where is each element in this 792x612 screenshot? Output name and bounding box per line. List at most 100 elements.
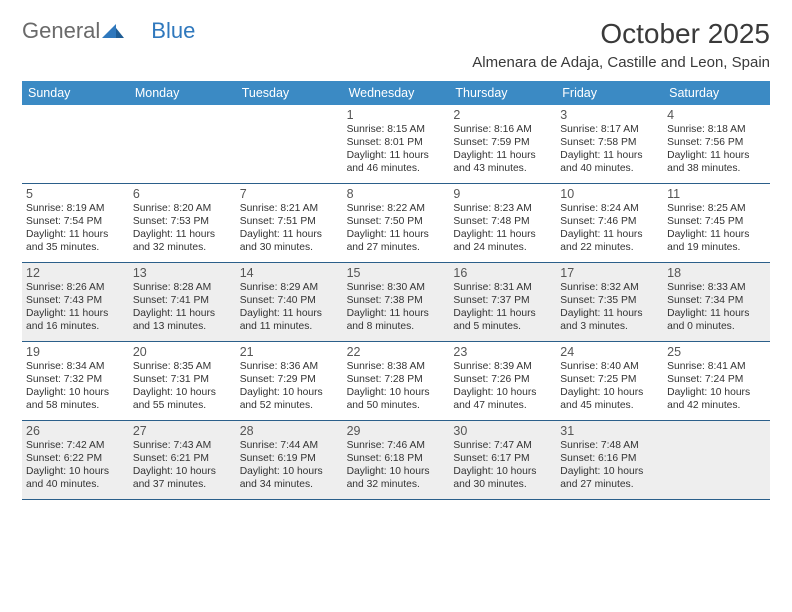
sunrise-text: Sunrise: 8:29 AM: [240, 282, 339, 295]
daylight-line1: Daylight: 10 hours: [26, 466, 125, 479]
calendar-day: 12Sunrise: 8:26 AMSunset: 7:43 PMDayligh…: [22, 263, 129, 341]
calendar-day: 1Sunrise: 8:15 AMSunset: 8:01 PMDaylight…: [343, 105, 450, 183]
day-number: 30: [453, 424, 552, 438]
calendar-day: 9Sunrise: 8:23 AMSunset: 7:48 PMDaylight…: [449, 184, 556, 262]
daylight-line2: and 27 minutes.: [347, 242, 446, 255]
day-info: Sunrise: 8:36 AMSunset: 7:29 PMDaylight:…: [240, 361, 339, 412]
sunrise-text: Sunrise: 8:38 AM: [347, 361, 446, 374]
daylight-line1: Daylight: 11 hours: [133, 229, 232, 242]
day-info: Sunrise: 8:18 AMSunset: 7:56 PMDaylight:…: [667, 124, 766, 175]
calendar-day: 17Sunrise: 8:32 AMSunset: 7:35 PMDayligh…: [556, 263, 663, 341]
sunset-text: Sunset: 7:31 PM: [133, 374, 232, 387]
sunset-text: Sunset: 6:22 PM: [26, 453, 125, 466]
daylight-line1: Daylight: 10 hours: [347, 466, 446, 479]
daylight-line1: Daylight: 11 hours: [26, 308, 125, 321]
day-number: 22: [347, 345, 446, 359]
day-number: 29: [347, 424, 446, 438]
weekday-header: Friday: [556, 81, 663, 105]
calendar-week: 26Sunrise: 7:42 AMSunset: 6:22 PMDayligh…: [22, 421, 770, 500]
day-number: 2: [453, 108, 552, 122]
daylight-line2: and 22 minutes.: [560, 242, 659, 255]
daylight-line2: and 37 minutes.: [133, 479, 232, 492]
day-number: 16: [453, 266, 552, 280]
calendar-day-empty: [129, 105, 236, 183]
day-info: Sunrise: 8:22 AMSunset: 7:50 PMDaylight:…: [347, 203, 446, 254]
day-info: Sunrise: 8:33 AMSunset: 7:34 PMDaylight:…: [667, 282, 766, 333]
calendar-day: 2Sunrise: 8:16 AMSunset: 7:59 PMDaylight…: [449, 105, 556, 183]
sunset-text: Sunset: 7:26 PM: [453, 374, 552, 387]
daylight-line2: and 32 minutes.: [133, 242, 232, 255]
calendar-day: 18 Sunrise: 8:33 AMSunset: 7:34 PMDayligh…: [663, 263, 770, 341]
daylight-line2: and 46 minutes.: [347, 163, 446, 176]
sunrise-text: Sunrise: 7:43 AM: [133, 440, 232, 453]
daylight-line2: and 45 minutes.: [560, 400, 659, 413]
daylight-line2: and 40 minutes.: [26, 479, 125, 492]
daylight-line2: and 13 minutes.: [133, 321, 232, 334]
day-number: 13: [133, 266, 232, 280]
sunset-text: Sunset: 7:32 PM: [26, 374, 125, 387]
day-number: 9: [453, 187, 552, 201]
day-info: Sunrise: 8:39 AMSunset: 7:26 PMDaylight:…: [453, 361, 552, 412]
day-info: Sunrise: 7:44 AMSunset: 6:19 PMDaylight:…: [240, 440, 339, 491]
sunrise-text: Sunrise: 8:34 AM: [26, 361, 125, 374]
sunrise-text: Sunrise: 8:17 AM: [560, 124, 659, 137]
sunset-text: Sunset: 7:56 PM: [667, 137, 766, 150]
daylight-line2: and 27 minutes.: [560, 479, 659, 492]
brand-part1: General: [22, 18, 100, 44]
sunrise-text: Sunrise: 8:21 AM: [240, 203, 339, 216]
sunset-text: Sunset: 7:40 PM: [240, 295, 339, 308]
day-number: 15: [347, 266, 446, 280]
calendar-day: 14Sunrise: 8:29 AMSunset: 7:40 PMDayligh…: [236, 263, 343, 341]
day-number: 28: [240, 424, 339, 438]
day-info: Sunrise: 8:32 AMSunset: 7:35 PMDaylight:…: [560, 282, 659, 333]
calendar-day: 19Sunrise: 8:34 AMSunset: 7:32 PMDayligh…: [22, 342, 129, 420]
sunset-text: Sunset: 7:29 PM: [240, 374, 339, 387]
day-number: 7: [240, 187, 339, 201]
day-number: 3: [560, 108, 659, 122]
sunrise-text: Sunrise: 8:26 AM: [26, 282, 125, 295]
day-info: Sunrise: 7:48 AMSunset: 6:16 PMDaylight:…: [560, 440, 659, 491]
day-info: Sunrise: 8:35 AMSunset: 7:31 PMDaylight:…: [133, 361, 232, 412]
sunrise-text: Sunrise: 7:46 AM: [347, 440, 446, 453]
calendar-day-empty: [22, 105, 129, 183]
daylight-line1: Daylight: 11 hours: [133, 308, 232, 321]
day-number: 18: [667, 266, 766, 280]
daylight-line2: and 38 minutes.: [667, 163, 766, 176]
sunrise-text: Sunrise: 7:44 AM: [240, 440, 339, 453]
day-number: 24: [560, 345, 659, 359]
calendar-day: 3Sunrise: 8:17 AMSunset: 7:58 PMDaylight…: [556, 105, 663, 183]
sunrise-text: Sunrise: 8:18 AM: [667, 124, 766, 137]
calendar-week: 1Sunrise: 8:15 AMSunset: 8:01 PMDaylight…: [22, 105, 770, 184]
sunset-text: Sunset: 7:24 PM: [667, 374, 766, 387]
sunset-text: Sunset: 7:54 PM: [26, 216, 125, 229]
brand-logo: General Blue: [22, 18, 195, 44]
day-info: Sunrise: 8:30 AMSunset: 7:38 PMDaylight:…: [347, 282, 446, 333]
calendar-day: 30Sunrise: 7:47 AMSunset: 6:17 PMDayligh…: [449, 421, 556, 499]
day-info: Sunrise: 8:31 AMSunset: 7:37 PMDaylight:…: [453, 282, 552, 333]
day-number: 21: [240, 345, 339, 359]
daylight-line2: and 24 minutes.: [453, 242, 552, 255]
sunrise-text: Sunrise: 7:47 AM: [453, 440, 552, 453]
day-info: Sunrise: 8:28 AMSunset: 7:41 PMDaylight:…: [133, 282, 232, 333]
calendar-day: 8 Sunrise: 8:22 AMSunset: 7:50 PMDaylight…: [343, 184, 450, 262]
daylight-line1: Daylight: 11 hours: [667, 229, 766, 242]
sunset-text: Sunset: 7:37 PM: [453, 295, 552, 308]
month-title: October 2025: [472, 18, 770, 50]
day-info: Sunrise: 8:15 AMSunset: 8:01 PMDaylight:…: [347, 124, 446, 175]
calendar-day: 4 Sunrise: 8:18 AMSunset: 7:56 PMDaylight…: [663, 105, 770, 183]
day-number: 4: [667, 108, 766, 122]
day-number: 8: [347, 187, 446, 201]
sunset-text: Sunset: 7:34 PM: [667, 295, 766, 308]
daylight-line1: Daylight: 11 hours: [347, 229, 446, 242]
calendar-day: 24Sunrise: 8:40 AMSunset: 7:25 PMDayligh…: [556, 342, 663, 420]
sunset-text: Sunset: 7:45 PM: [667, 216, 766, 229]
sunrise-text: Sunrise: 8:33 AM: [667, 282, 766, 295]
location-subtitle: Almenara de Adaja, Castille and Leon, Sp…: [472, 54, 770, 71]
daylight-line2: and 50 minutes.: [347, 400, 446, 413]
sunrise-text: Sunrise: 8:16 AM: [453, 124, 552, 137]
daylight-line2: and 32 minutes.: [347, 479, 446, 492]
daylight-line1: Daylight: 11 hours: [347, 150, 446, 163]
calendar-day: 10Sunrise: 8:24 AMSunset: 7:46 PMDayligh…: [556, 184, 663, 262]
calendar-day: 23Sunrise: 8:39 AMSunset: 7:26 PMDayligh…: [449, 342, 556, 420]
sunset-text: Sunset: 7:59 PM: [453, 137, 552, 150]
